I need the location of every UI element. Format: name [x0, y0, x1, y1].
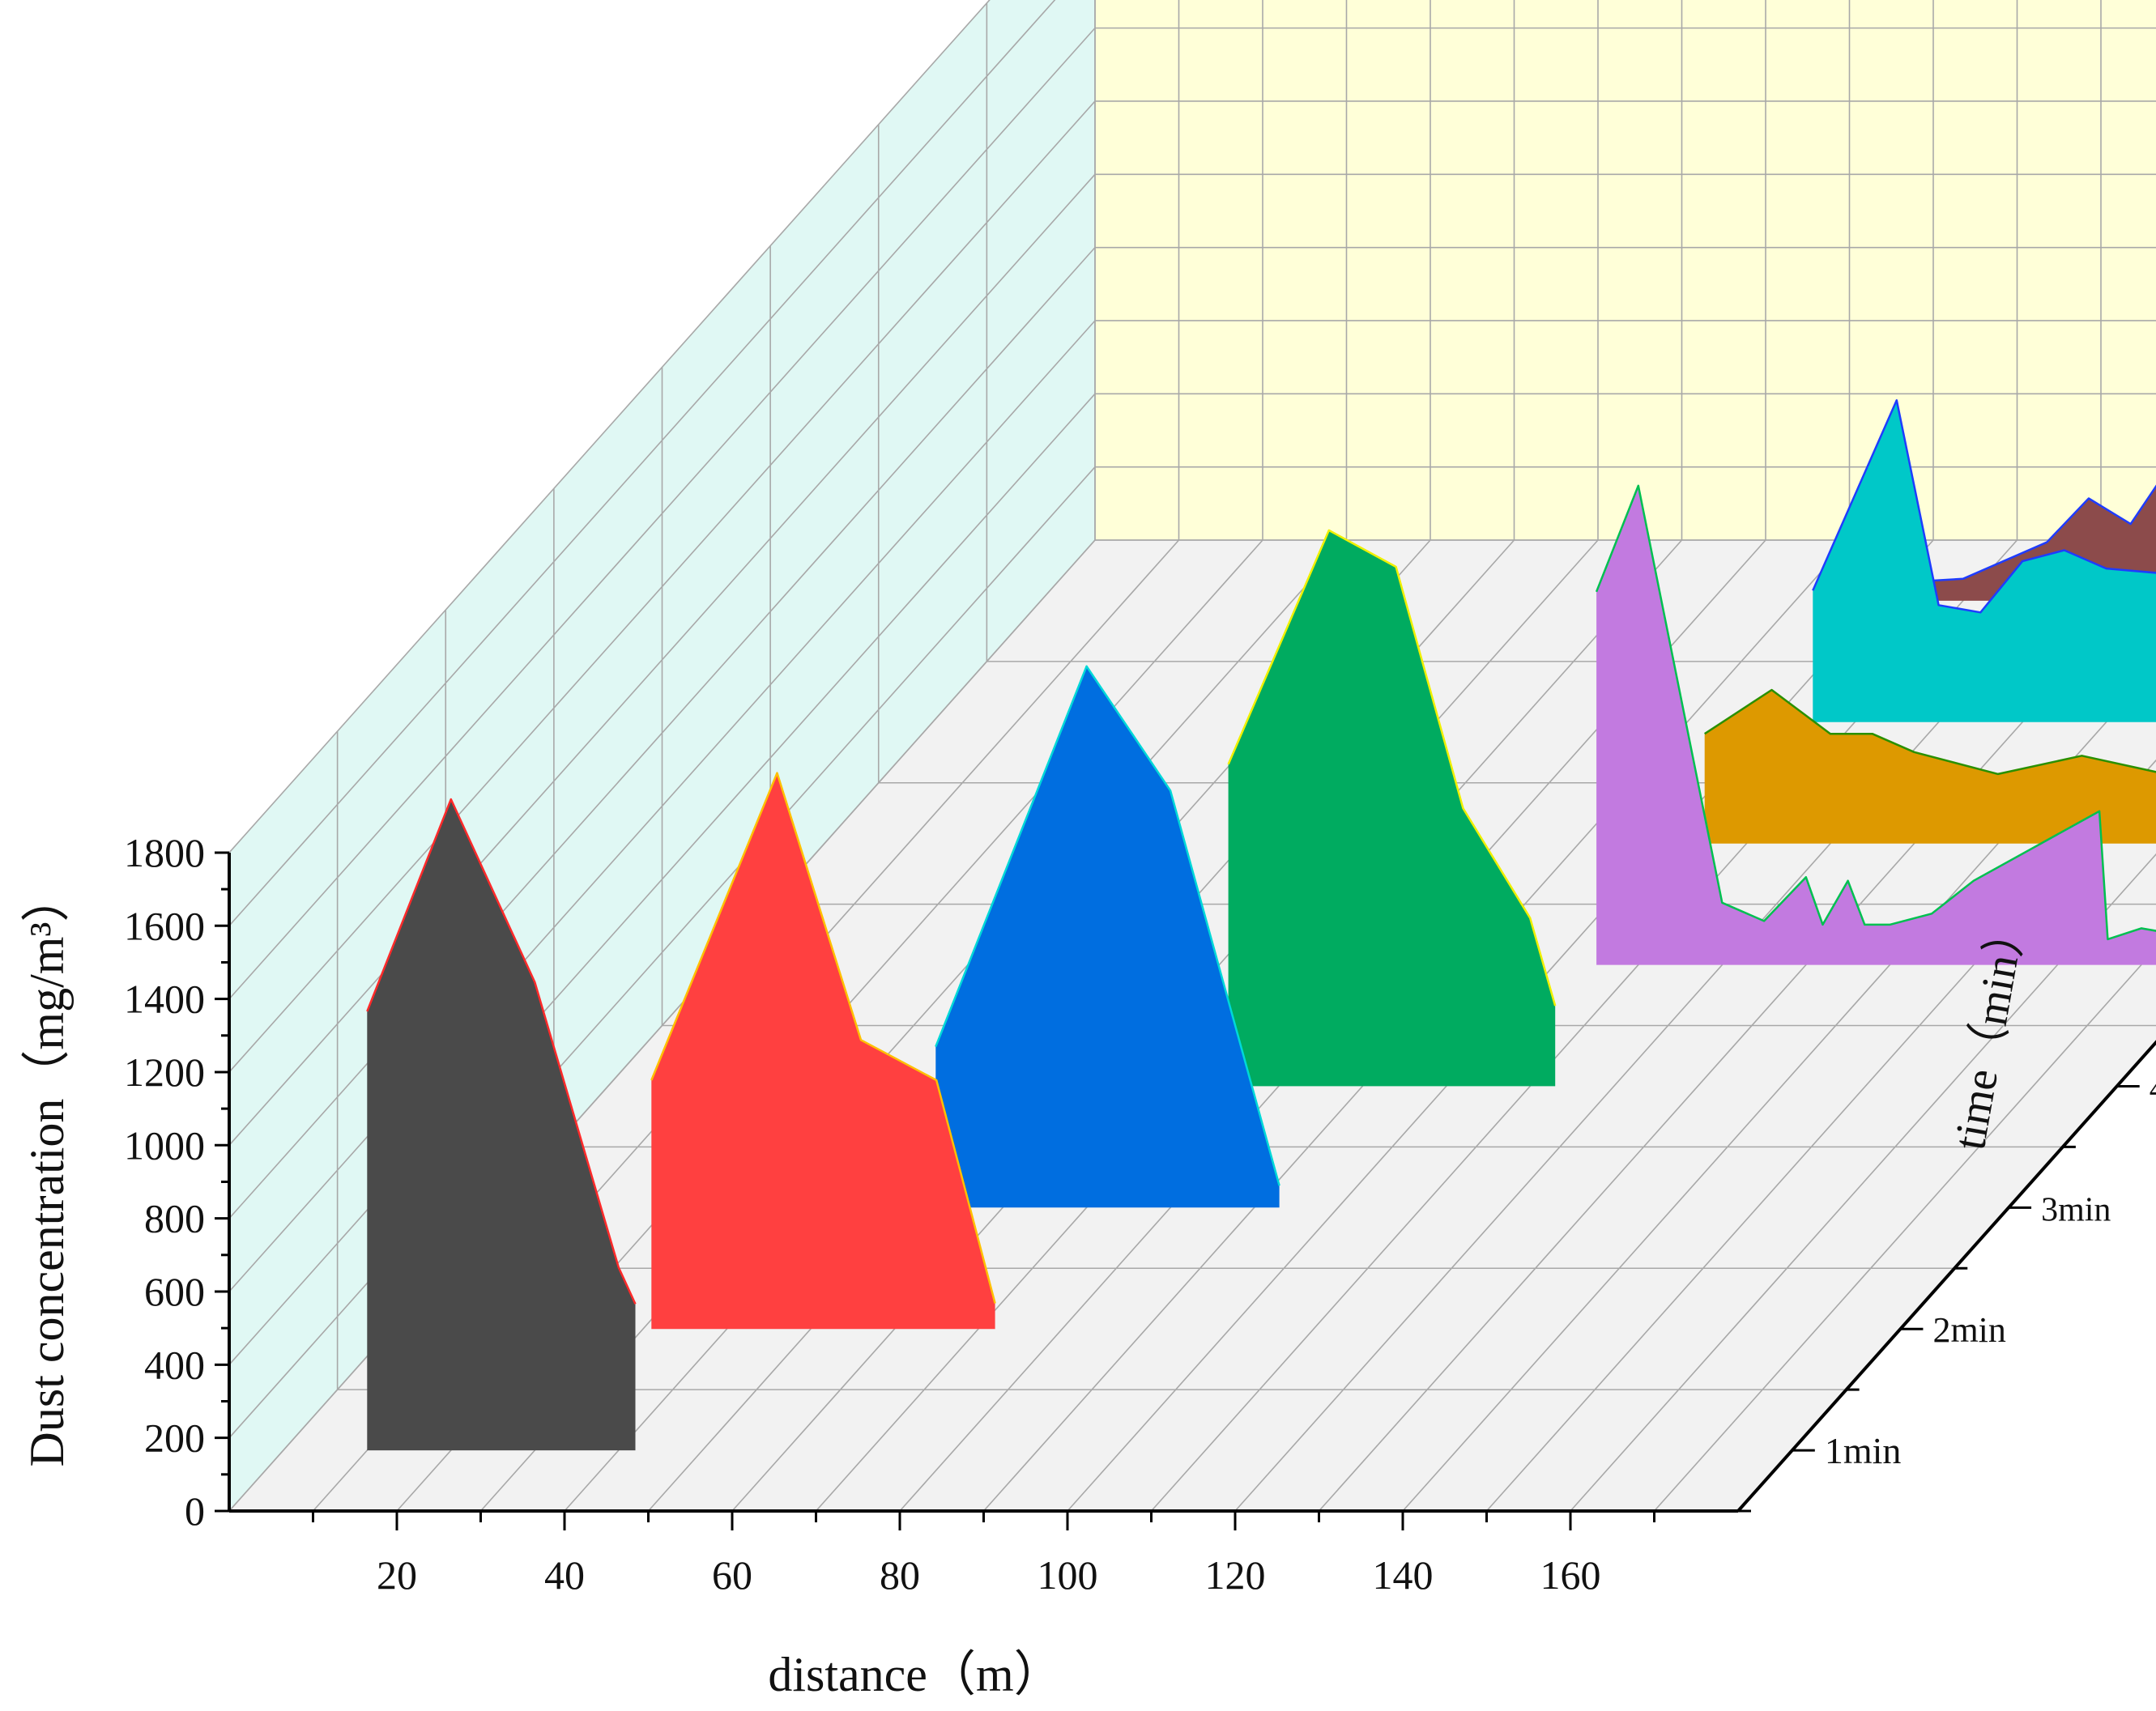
- z-tick-label: 2min: [1932, 1310, 2005, 1350]
- y-tick-label: 1200: [124, 1049, 205, 1095]
- x-tick-label: 40: [544, 1552, 585, 1598]
- x-axis-label: distance（m）: [768, 1648, 1062, 1701]
- x-tick-label: 80: [880, 1552, 920, 1598]
- y-tick-label: 800: [144, 1196, 205, 1241]
- y-axis-label: Dust concentration（mg/m³）: [20, 874, 74, 1467]
- z-tick-label: 1min: [1825, 1430, 1902, 1471]
- y-tick-label: 400: [144, 1342, 205, 1387]
- y-tick-label: 1800: [124, 830, 205, 875]
- x-tick-label: 20: [377, 1552, 417, 1598]
- y-tick-label: 1400: [124, 977, 205, 1022]
- y-tick-label: 1600: [124, 903, 205, 948]
- x-tick-label: 120: [1205, 1552, 1266, 1598]
- y-tick-label: 1000: [124, 1122, 205, 1168]
- y-tick-label: 200: [144, 1415, 205, 1461]
- x-tick-label: 140: [1373, 1552, 1434, 1598]
- x-tick-label: 160: [1540, 1552, 1601, 1598]
- y-tick-label: 0: [185, 1488, 205, 1534]
- x-tick-label: 100: [1038, 1552, 1098, 1598]
- z-tick-label: 4min: [2150, 1070, 2156, 1106]
- x-tick-label: 60: [712, 1552, 752, 1598]
- y-tick-label: 600: [144, 1269, 205, 1314]
- z-tick-label: 3min: [2041, 1191, 2111, 1228]
- back-wall: [1095, 0, 2156, 540]
